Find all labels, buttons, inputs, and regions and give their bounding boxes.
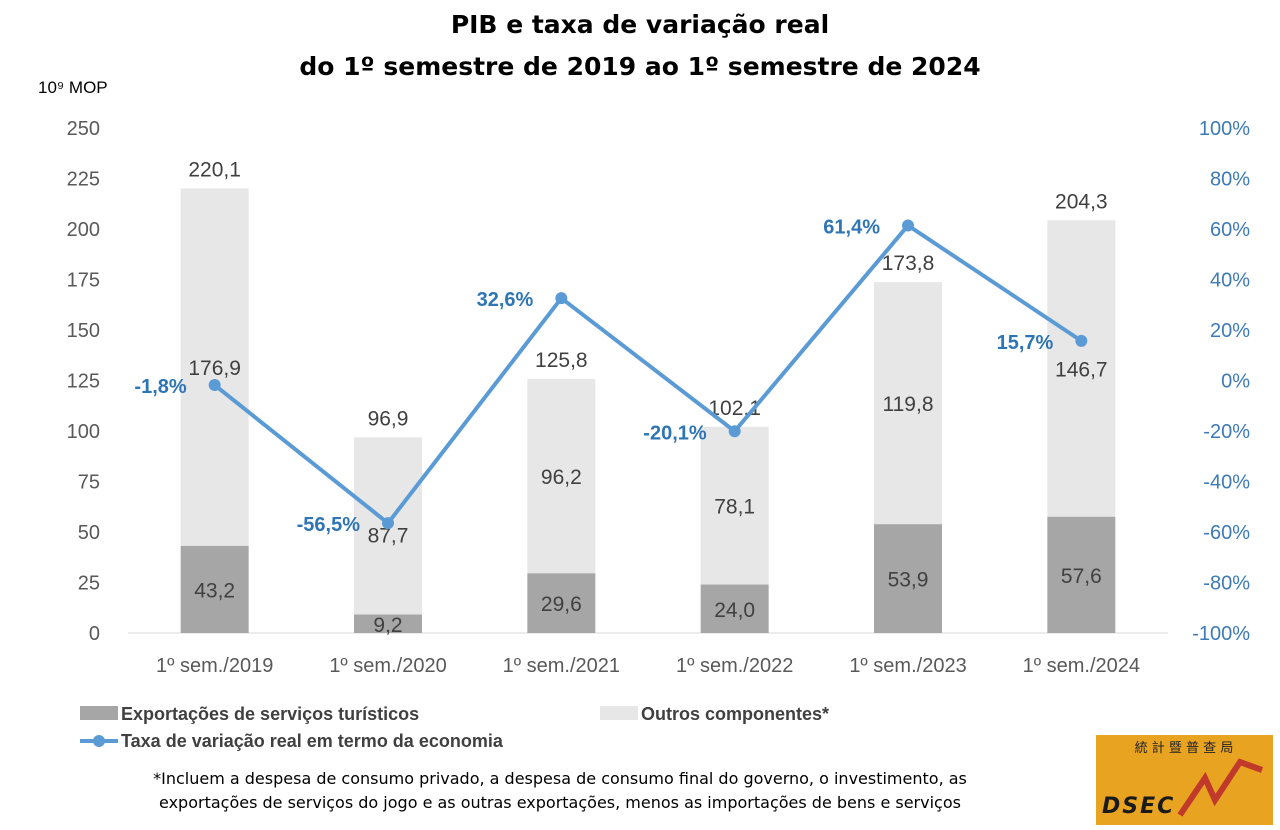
footnote-line2: exportações de serviços do jogo e as out… bbox=[159, 793, 961, 812]
right-tick-label: 20% bbox=[1210, 320, 1250, 342]
category-label: 1º sem./2024 bbox=[1023, 655, 1140, 677]
left-tick-label: 25 bbox=[78, 573, 100, 595]
category-label: 1º sem./2023 bbox=[849, 655, 966, 677]
legend-label-other: Outros componentes* bbox=[641, 704, 829, 724]
rate-label: -20,1% bbox=[643, 422, 707, 444]
logo-zigzag-icon bbox=[1177, 758, 1264, 817]
right-tick-label: -80% bbox=[1203, 573, 1250, 595]
category-label: 1º sem./2022 bbox=[676, 655, 793, 677]
y-axis-unit-label: 10⁹ MOP bbox=[38, 78, 108, 97]
right-tick-label: 100% bbox=[1199, 118, 1250, 140]
rate-label: 61,4% bbox=[823, 216, 880, 238]
rate-label: 32,6% bbox=[477, 289, 534, 311]
bars-group: 43,2 176,9 220,1 9,2 87,7 96,9 29,6 96,2 125,8 24… bbox=[180, 158, 1116, 637]
dsec-logo: 統 計 暨 普 查 局 DSEC bbox=[1096, 735, 1273, 825]
legend-swatch-other bbox=[600, 706, 638, 720]
right-tick-label: 40% bbox=[1210, 270, 1250, 292]
left-tick-label: 100 bbox=[67, 421, 100, 443]
bar-tourism-exports bbox=[874, 524, 942, 633]
rate-point bbox=[208, 379, 221, 392]
rate-point bbox=[382, 517, 394, 530]
data-label-tourism: 29,6 bbox=[541, 593, 582, 616]
data-label-tourism: 9,2 bbox=[373, 614, 402, 637]
category-labels: 1º sem./2019 1º sem./2020 1º sem./2021 1º s… bbox=[156, 655, 1140, 677]
left-tick-label: 75 bbox=[78, 472, 100, 494]
bar-other-components bbox=[527, 378, 596, 574]
left-tick-label: 250 bbox=[67, 118, 100, 140]
data-label-other: 96,2 bbox=[541, 466, 582, 489]
left-tick-label: 150 bbox=[67, 320, 100, 342]
logo-chinese-text: 統 計 暨 普 查 局 bbox=[1135, 740, 1234, 756]
rate-point bbox=[555, 292, 568, 305]
bar-tourism-exports bbox=[1047, 516, 1116, 633]
rate-point bbox=[1075, 334, 1088, 347]
category-label: 1º sem./2020 bbox=[329, 655, 446, 677]
data-label-total: 125,8 bbox=[535, 349, 588, 372]
bar-tourism-exports bbox=[527, 573, 596, 633]
data-label-total: 220,1 bbox=[188, 158, 241, 181]
chart-title-line1: PIB e taxa de variação real bbox=[451, 10, 829, 39]
right-tick-label: 60% bbox=[1210, 219, 1250, 241]
data-label-other: 119,8 bbox=[883, 393, 934, 416]
legend-swatch-tourism bbox=[80, 706, 118, 720]
right-tick-label: -60% bbox=[1203, 522, 1250, 544]
right-tick-label: 0% bbox=[1221, 371, 1250, 393]
bar-other-components bbox=[874, 282, 942, 525]
logo-dsec-text: DSEC bbox=[1102, 794, 1175, 819]
rate-line-group: -1,8% -56,5% 32,6% -20,1% 61,4% 15,7% bbox=[134, 216, 1088, 536]
left-tick-label: 50 bbox=[78, 522, 100, 544]
left-tick-label: 125 bbox=[67, 371, 100, 393]
left-tick-label: 200 bbox=[67, 219, 100, 241]
left-tick-label: 0 bbox=[89, 623, 100, 645]
footnote-line1: *Incluem a despesa de consumo privado, a… bbox=[153, 769, 967, 788]
legend-label-rate: Taxa de variação real em termo da econom… bbox=[121, 731, 504, 751]
data-label-total: 96,9 bbox=[368, 407, 409, 430]
category-label: 1º sem./2021 bbox=[503, 655, 620, 677]
bar-other-components bbox=[180, 188, 249, 546]
data-label-other: 176,9 bbox=[188, 357, 241, 380]
legend: Exportações de serviços turísticos Outro… bbox=[80, 704, 829, 751]
category-label: 1º sem./2019 bbox=[156, 655, 273, 677]
data-label-total: 204,3 bbox=[1055, 190, 1108, 213]
data-label-tourism: 43,2 bbox=[194, 579, 235, 602]
bar-tourism-exports bbox=[700, 584, 769, 633]
legend-label-tourism: Exportações de serviços turísticos bbox=[121, 704, 419, 724]
rate-label: -1,8% bbox=[134, 376, 186, 398]
rate-label: 15,7% bbox=[997, 332, 1054, 354]
chart-title-line2: do 1º semestre de 2019 ao 1º semestre de… bbox=[299, 52, 980, 81]
rate-label: -56,5% bbox=[297, 514, 361, 536]
legend-marker-rate bbox=[93, 735, 105, 747]
right-tick-label: -100% bbox=[1192, 623, 1250, 645]
rate-line bbox=[213, 223, 1083, 526]
rate-point bbox=[902, 219, 914, 232]
rate-point bbox=[728, 425, 741, 438]
right-axis-ticks: -100% -80% -60% -40% -20% 0% 20% 40% 60% 80% 100% bbox=[1192, 118, 1250, 645]
data-label-tourism: 57,6 bbox=[1061, 565, 1102, 588]
data-label-tourism: 24,0 bbox=[714, 599, 755, 622]
data-label-other: 146,7 bbox=[1055, 358, 1108, 381]
right-tick-label: 80% bbox=[1210, 169, 1250, 191]
left-axis-ticks: 0 25 50 75 100 125 150 175 200 225 250 bbox=[67, 118, 100, 645]
right-tick-label: -40% bbox=[1203, 472, 1250, 494]
left-tick-label: 175 bbox=[67, 270, 100, 292]
data-label-total: 173,8 bbox=[882, 252, 935, 275]
bar-other-components bbox=[1047, 220, 1116, 517]
data-label-other: 87,7 bbox=[368, 525, 409, 548]
bar-tourism-exports bbox=[180, 545, 249, 633]
data-label-other: 78,1 bbox=[714, 496, 755, 519]
left-tick-label: 225 bbox=[67, 169, 100, 191]
bar-other-components bbox=[700, 426, 769, 585]
right-tick-label: -20% bbox=[1203, 421, 1250, 443]
bar-tourism-exports bbox=[354, 614, 422, 633]
data-label-tourism: 53,9 bbox=[888, 569, 929, 592]
